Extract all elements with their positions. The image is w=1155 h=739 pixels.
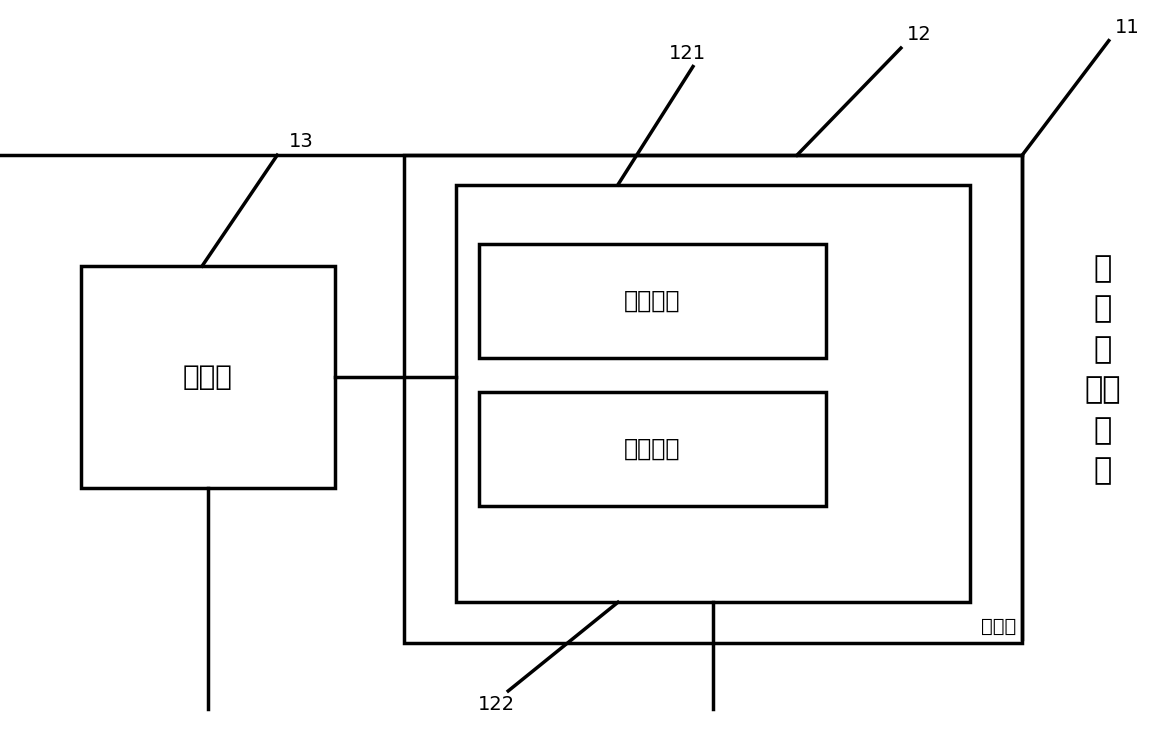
Text: 121: 121	[669, 44, 706, 63]
Text: 太
阳
能
光伏
面
板: 太 阳 能 光伏 面 板	[1085, 253, 1122, 486]
Text: 13: 13	[289, 132, 313, 151]
Bar	[479, 392, 826, 506]
Text: 检测装置: 检测装置	[625, 437, 680, 461]
Text: 检测装置: 检测装置	[625, 289, 680, 313]
Bar	[479, 244, 826, 358]
Bar	[404, 155, 1022, 643]
Text: 12: 12	[907, 25, 931, 44]
Text: 122: 122	[478, 695, 515, 714]
Text: 11: 11	[1115, 18, 1139, 37]
Bar	[81, 266, 335, 488]
Bar	[456, 185, 970, 602]
Text: 检测部: 检测部	[981, 616, 1016, 636]
Text: 调整部: 调整部	[182, 363, 233, 391]
